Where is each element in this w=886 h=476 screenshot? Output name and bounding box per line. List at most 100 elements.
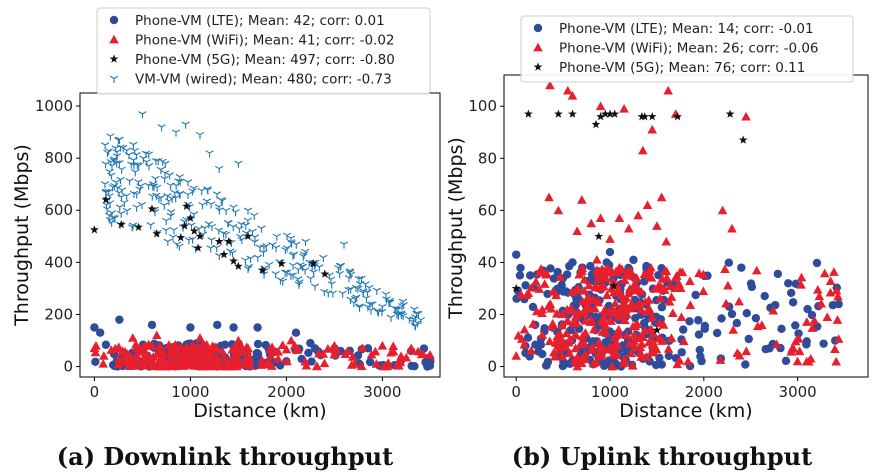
- data-point: [608, 276, 618, 286]
- downlink-x-axis-label: Distance (km): [193, 400, 326, 422]
- data-point: [609, 287, 619, 297]
- data-point: [564, 348, 575, 358]
- data-point: [728, 325, 739, 334]
- data-point: [654, 271, 663, 280]
- data-point: [668, 308, 678, 318]
- uplink-caption: (b) Uplink throughput: [512, 442, 812, 471]
- data-point: [301, 248, 310, 256]
- data-point: [557, 309, 568, 319]
- data-point: [91, 357, 100, 367]
- data-point: [243, 265, 253, 274]
- downlink-caption: (a) Downlink throughput: [57, 442, 393, 471]
- data-point: [562, 270, 572, 279]
- data-point: [288, 252, 298, 260]
- data-point: [544, 192, 554, 202]
- data-point: [600, 344, 610, 354]
- data-point: [329, 349, 340, 359]
- data-point: [410, 306, 419, 314]
- series-2: [511, 109, 748, 334]
- data-point: [189, 185, 198, 193]
- data-point: [624, 338, 635, 348]
- data-point: [544, 336, 555, 346]
- data-point: [771, 339, 782, 349]
- data-point: [525, 271, 535, 280]
- data-point: [147, 204, 157, 213]
- data-point: [721, 298, 731, 308]
- data-point: [166, 352, 177, 362]
- data-point: [741, 346, 752, 356]
- data-point: [135, 346, 145, 356]
- data-point: [372, 287, 382, 295]
- data-point: [536, 265, 547, 275]
- data-point: [101, 340, 111, 349]
- data-point: [104, 188, 113, 197]
- data-point: [571, 300, 581, 310]
- data-point: [629, 255, 638, 265]
- data-point: [829, 267, 839, 276]
- data-point: [244, 263, 254, 272]
- series-1: [511, 80, 844, 371]
- data-point: [622, 309, 632, 318]
- data-point: [346, 286, 355, 294]
- data-point: [567, 91, 578, 100]
- data-point: [193, 358, 203, 368]
- data-point: [791, 321, 800, 330]
- data-point: [206, 352, 217, 362]
- data-point: [663, 344, 674, 353]
- data-point: [115, 315, 124, 324]
- data-point: [752, 321, 763, 331]
- data-point: [233, 335, 244, 345]
- data-point: [519, 324, 530, 334]
- data-point: [734, 296, 744, 306]
- data-point: [573, 355, 584, 364]
- data-point: [147, 361, 157, 370]
- data-point: [184, 237, 194, 245]
- data-point: [794, 346, 805, 356]
- data-point: [590, 282, 601, 292]
- data-point: [674, 355, 685, 365]
- data-point: [338, 290, 347, 298]
- data-point: [219, 249, 229, 259]
- data-point: [655, 293, 666, 303]
- data-point: [90, 323, 99, 332]
- data-point: [615, 306, 626, 315]
- data-point: [351, 284, 361, 293]
- data-point: [640, 112, 650, 121]
- data-point: [158, 348, 169, 358]
- data-point: [614, 329, 624, 339]
- data-point: [286, 272, 296, 280]
- data-point: [184, 356, 195, 366]
- data-point: [413, 346, 423, 356]
- data-point: [326, 276, 336, 284]
- data-point: [523, 333, 533, 342]
- data-point: [156, 166, 166, 174]
- data-point: [561, 342, 571, 351]
- data-point: [89, 343, 100, 352]
- y-tick-label: 0: [63, 358, 73, 376]
- data-point: [768, 305, 779, 315]
- data-point: [107, 172, 116, 180]
- data-point: [320, 269, 330, 278]
- data-point: [148, 193, 157, 201]
- data-point: [825, 276, 836, 286]
- data-point: [282, 232, 292, 240]
- y-tick-label: 1000: [35, 97, 73, 115]
- data-point: [147, 341, 158, 350]
- data-point: [124, 152, 134, 160]
- data-point: [163, 193, 172, 201]
- uplink-plot-area: [511, 80, 844, 371]
- data-point: [271, 271, 280, 279]
- data-point: [131, 339, 141, 349]
- data-point: [163, 238, 173, 246]
- data-point: [408, 319, 418, 327]
- data-point: [128, 222, 138, 230]
- data-point: [528, 302, 538, 312]
- data-point: [378, 303, 387, 312]
- data-point: [646, 324, 656, 333]
- data-point: [805, 353, 816, 363]
- data-point: [122, 207, 132, 216]
- data-point: [534, 347, 543, 356]
- data-point: [554, 109, 563, 118]
- legend-marker: [533, 62, 543, 71]
- legend-label: Phone-VM (WiFi); Mean: 26; corr: -0.06: [559, 41, 819, 57]
